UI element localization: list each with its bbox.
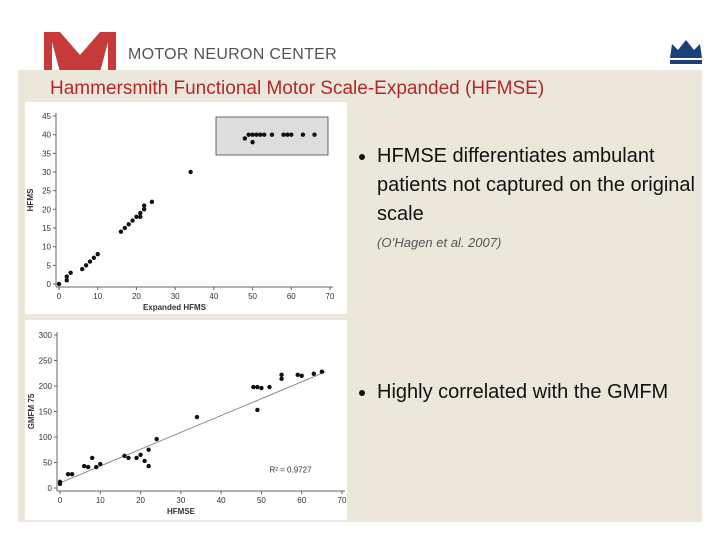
slide-title: Hammersmith Functional Motor Scale-Expan… xyxy=(50,78,545,99)
crown-icon xyxy=(670,40,702,64)
logo-text: MOTOR NEURON CENTER xyxy=(128,46,337,63)
bullet-text: HFMSE differentiates ambulant patients n… xyxy=(377,142,700,229)
bullet: HFMSE differentiates ambulant patients n… xyxy=(350,142,700,253)
content-panel xyxy=(18,70,702,522)
logo-mark xyxy=(44,32,116,70)
bullet: Highly correlated with the GMFM xyxy=(350,378,690,407)
citation: (O’Hagen et al. 2007) xyxy=(377,235,502,250)
bullet-text: Highly correlated with the GMFM xyxy=(377,378,690,407)
header-graphics xyxy=(44,32,702,70)
